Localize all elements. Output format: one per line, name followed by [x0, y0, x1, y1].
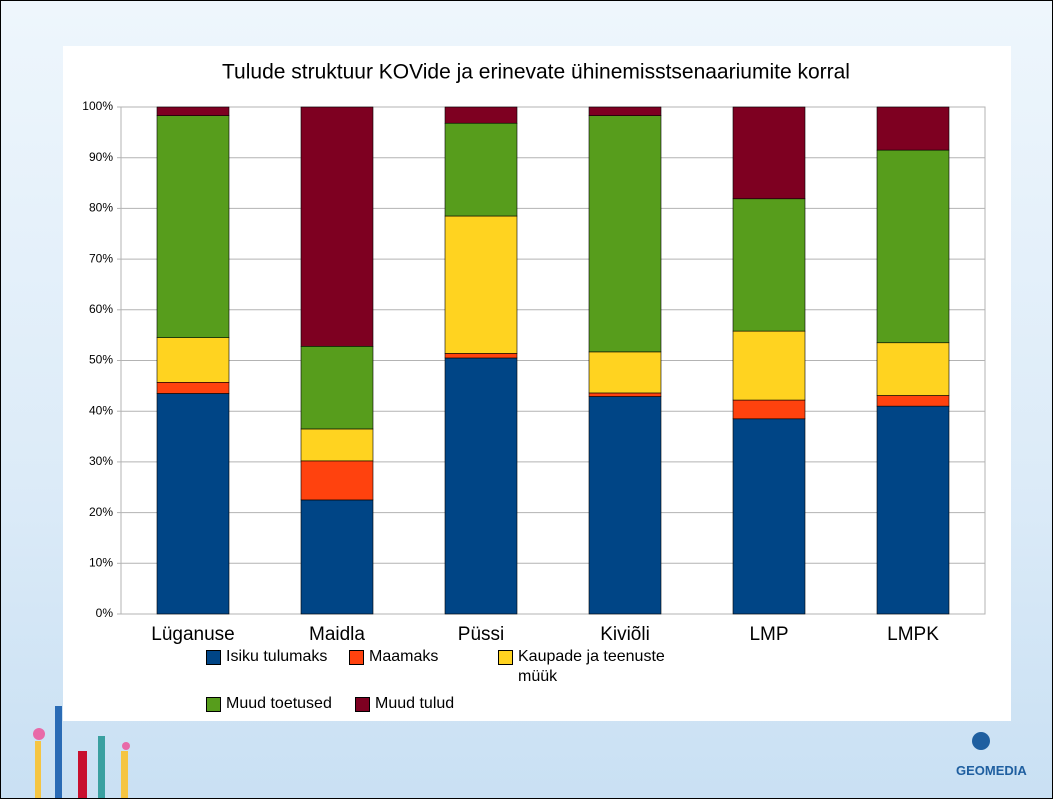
bar-segment	[588, 115, 662, 353]
y-tick-label: 50%	[89, 353, 113, 367]
bar-segment	[444, 215, 518, 354]
bar-segment	[876, 405, 950, 615]
chart-title: Tulude struktuur KOVide ja erinevate ühi…	[222, 61, 850, 84]
legend-swatch	[498, 650, 513, 665]
legend-swatch	[206, 650, 221, 665]
bar-segment	[300, 346, 374, 430]
legend-label: Isiku tulumaks	[226, 648, 328, 665]
bar-segment	[732, 399, 806, 420]
bar-segment	[444, 106, 518, 124]
legend-swatch	[355, 697, 370, 712]
x-tick-label: LMPK	[887, 624, 939, 645]
bar-segment	[588, 392, 662, 397]
x-tick-label: Kiviõli	[600, 624, 650, 645]
bar-segment	[156, 106, 230, 116]
bar-segment	[300, 428, 374, 462]
bar-segment	[732, 330, 806, 401]
logo: GEOMEDIA	[956, 763, 1027, 778]
legend-item: Kaupade ja teenuste müük	[498, 647, 668, 687]
y-tick-label: 90%	[89, 150, 113, 164]
bar-segment	[588, 351, 662, 394]
bar-segment	[588, 106, 662, 116]
bar-segment	[876, 149, 950, 344]
bar-segment	[732, 198, 806, 332]
legend-item: Maamaks	[349, 647, 519, 667]
bar-segment	[588, 396, 662, 615]
x-tick-label: Maidla	[309, 624, 365, 645]
bar-segment	[444, 353, 518, 359]
bar-segment	[876, 342, 950, 396]
bar-segment	[876, 106, 950, 151]
bar-segment	[156, 393, 230, 615]
bar-segment	[156, 115, 230, 338]
legend-label: Maamaks	[369, 648, 439, 665]
y-tick-label: 60%	[89, 302, 113, 316]
legend-swatch	[349, 650, 364, 665]
bar-segment	[300, 460, 374, 501]
legend-item: Muud toetused	[206, 694, 376, 714]
legend-swatch	[206, 697, 221, 712]
y-tick-label: 100%	[82, 99, 113, 113]
y-tick-label: 30%	[89, 454, 113, 468]
bar-segment	[156, 382, 230, 394]
legend-label: Muud toetused	[226, 695, 332, 712]
x-tick-label: LMP	[749, 624, 788, 645]
bar-segment	[300, 106, 374, 347]
y-tick-label: 40%	[89, 403, 113, 417]
legend-label: Kaupade ja teenuste müük	[518, 648, 665, 685]
x-tick-label: Püssi	[458, 624, 504, 645]
legend-item: Muud tulud	[355, 694, 525, 714]
bar-segment	[732, 106, 806, 200]
y-tick-label: 0%	[96, 606, 114, 620]
y-tick-label: 20%	[89, 505, 113, 519]
legend-label: Muud tulud	[375, 695, 455, 712]
bar-segment	[444, 357, 518, 615]
y-tick-label: 10%	[89, 555, 113, 569]
bar-segment	[444, 122, 518, 217]
bar-segment	[732, 418, 806, 615]
y-tick-label: 70%	[89, 251, 113, 265]
bar-segment	[876, 395, 950, 407]
bar-segment	[156, 337, 230, 383]
decoration	[33, 706, 990, 798]
legend-item: Isiku tulumaks	[206, 647, 376, 667]
x-tick-label: Lüganuse	[151, 624, 234, 645]
plot-border	[120, 106, 986, 615]
bar-segment	[300, 499, 374, 615]
y-tick-label: 80%	[89, 201, 113, 215]
